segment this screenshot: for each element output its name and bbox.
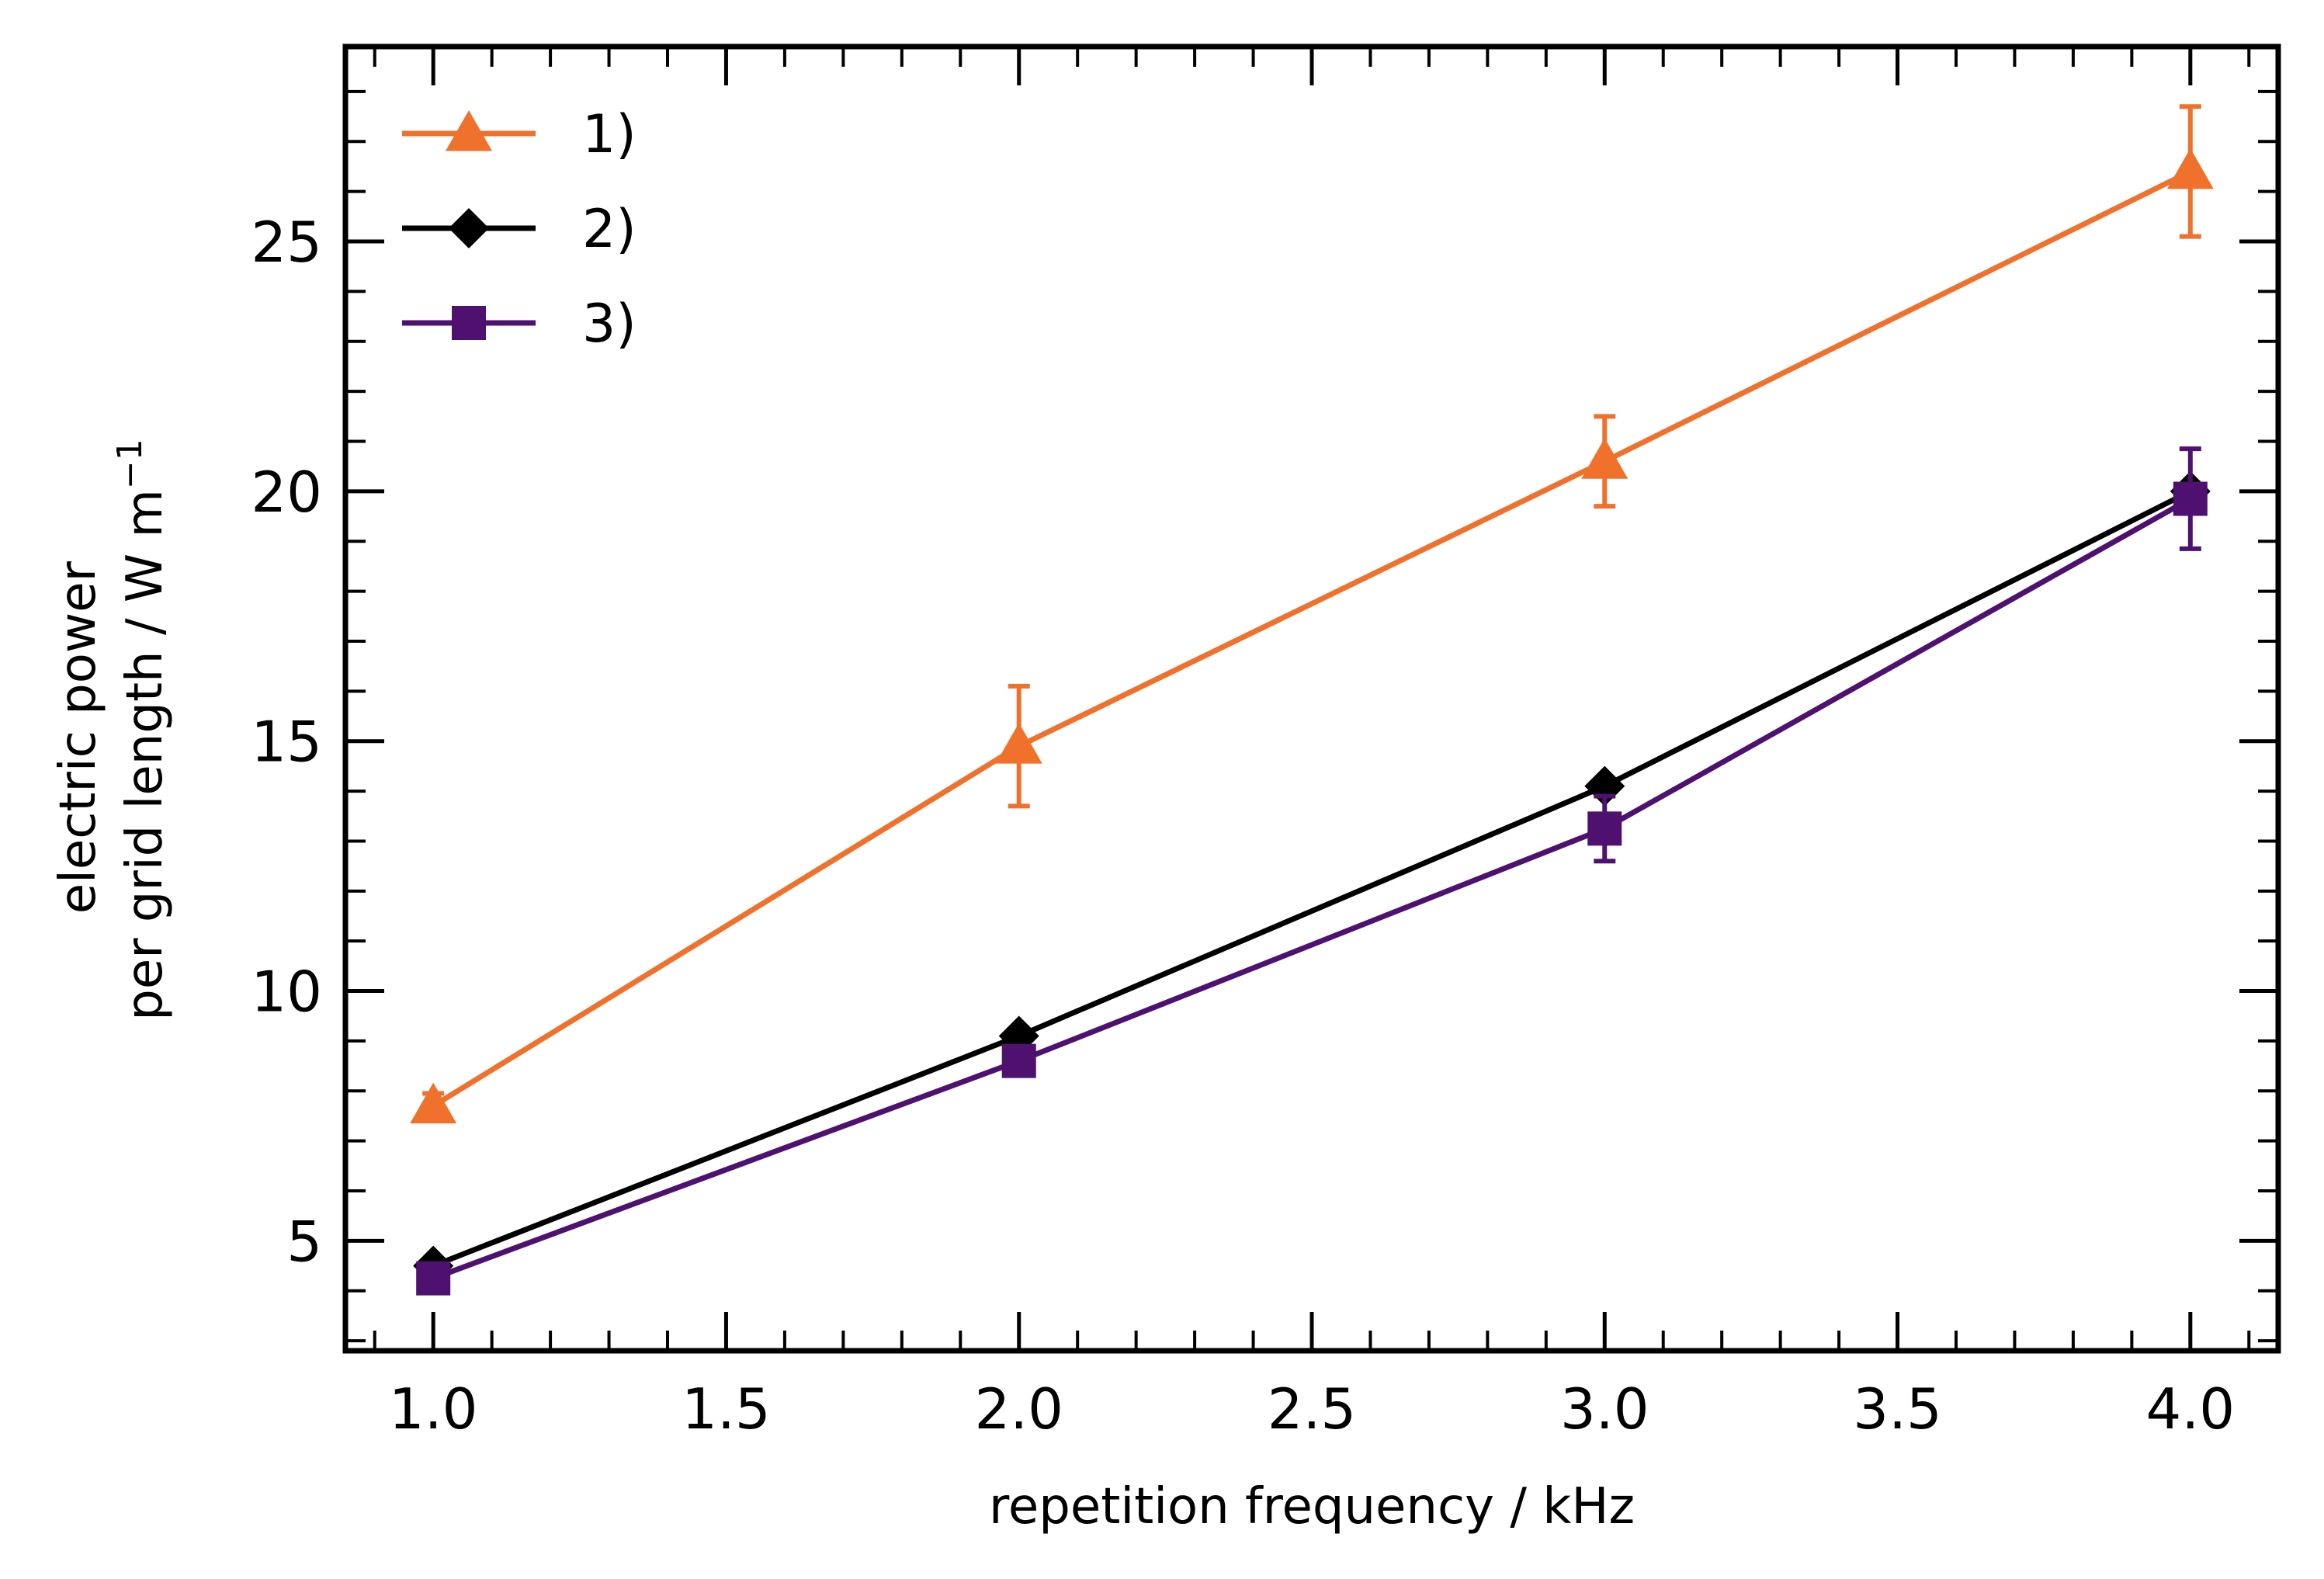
y-tick-label: 20	[251, 460, 322, 525]
x-tick-label: 2.0	[974, 1376, 1063, 1442]
y-tick-label: 5	[286, 1209, 322, 1274]
axis-ticks	[345, 47, 2278, 1351]
x-tick-label: 1.5	[682, 1376, 771, 1442]
series-1-line	[432, 168, 2192, 1109]
legend-marker	[449, 208, 489, 248]
y-tick-label: 10	[251, 960, 322, 1025]
y-axis-label-line2: per grid length / W m	[116, 489, 174, 1021]
plot-frame	[342, 43, 2281, 1354]
legend-marker	[446, 110, 492, 151]
x-tick-label: 1.0	[389, 1376, 478, 1442]
legend-label: 3)	[582, 293, 636, 355]
x-tick-label: 2.5	[1268, 1376, 1357, 1442]
series-3	[416, 446, 2208, 1296]
y-tick-label: 15	[251, 710, 322, 775]
x-tick-label: 3.5	[1853, 1376, 1942, 1442]
series-2-line	[432, 488, 2192, 1268]
y-axis-label-line1: electric power	[50, 560, 107, 914]
y-tick-label: 25	[251, 210, 322, 275]
legend-label: 2)	[582, 199, 636, 260]
x-tick-label: 3.0	[1560, 1376, 1649, 1442]
legend-marker	[452, 306, 486, 340]
legend: 1) 2) 3)	[402, 104, 636, 355]
data-point	[2173, 481, 2208, 516]
x-tick-label: 4.0	[2146, 1376, 2236, 1442]
data-point	[416, 1261, 451, 1296]
data-point	[1587, 811, 1622, 846]
y-axis-label-superscript: −1	[110, 439, 150, 489]
data-point	[2166, 147, 2214, 189]
x-axis-label: repetition frequency / kHz	[989, 1478, 1635, 1536]
data-series	[410, 104, 2214, 1296]
series-3-line	[432, 496, 2192, 1281]
legend-label: 1)	[582, 104, 636, 165]
data-point	[1581, 438, 1629, 479]
data-point	[410, 1082, 457, 1124]
series-1	[410, 104, 2214, 1124]
data-point	[1001, 1043, 1036, 1078]
data-point	[995, 723, 1042, 764]
tick-labels: 1.0 1.5 2.0 2.5 3.0 3.5 4.0 5 10 15 20 25	[251, 210, 2235, 1442]
y-axis-label: electric power per grid length / W m−1	[50, 439, 174, 1020]
